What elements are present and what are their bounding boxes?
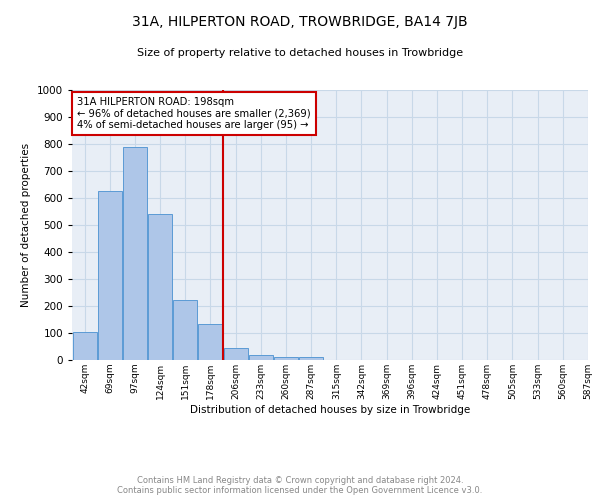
Bar xyxy=(199,324,223,360)
Bar xyxy=(224,348,248,360)
Bar xyxy=(299,358,323,360)
Y-axis label: Number of detached properties: Number of detached properties xyxy=(21,143,31,307)
Text: Contains HM Land Registry data © Crown copyright and database right 2024.
Contai: Contains HM Land Registry data © Crown c… xyxy=(118,476,482,495)
Bar xyxy=(98,190,122,360)
Text: Size of property relative to detached houses in Trowbridge: Size of property relative to detached ho… xyxy=(137,48,463,58)
Bar xyxy=(173,300,197,360)
Text: 31A, HILPERTON ROAD, TROWBRIDGE, BA14 7JB: 31A, HILPERTON ROAD, TROWBRIDGE, BA14 7J… xyxy=(132,15,468,29)
Bar xyxy=(73,332,97,360)
Bar xyxy=(148,214,172,360)
Bar xyxy=(249,356,273,360)
Text: 31A HILPERTON ROAD: 198sqm
← 96% of detached houses are smaller (2,369)
4% of se: 31A HILPERTON ROAD: 198sqm ← 96% of deta… xyxy=(77,97,311,130)
Bar xyxy=(123,146,147,360)
Bar xyxy=(274,358,298,360)
X-axis label: Distribution of detached houses by size in Trowbridge: Distribution of detached houses by size … xyxy=(190,404,470,414)
